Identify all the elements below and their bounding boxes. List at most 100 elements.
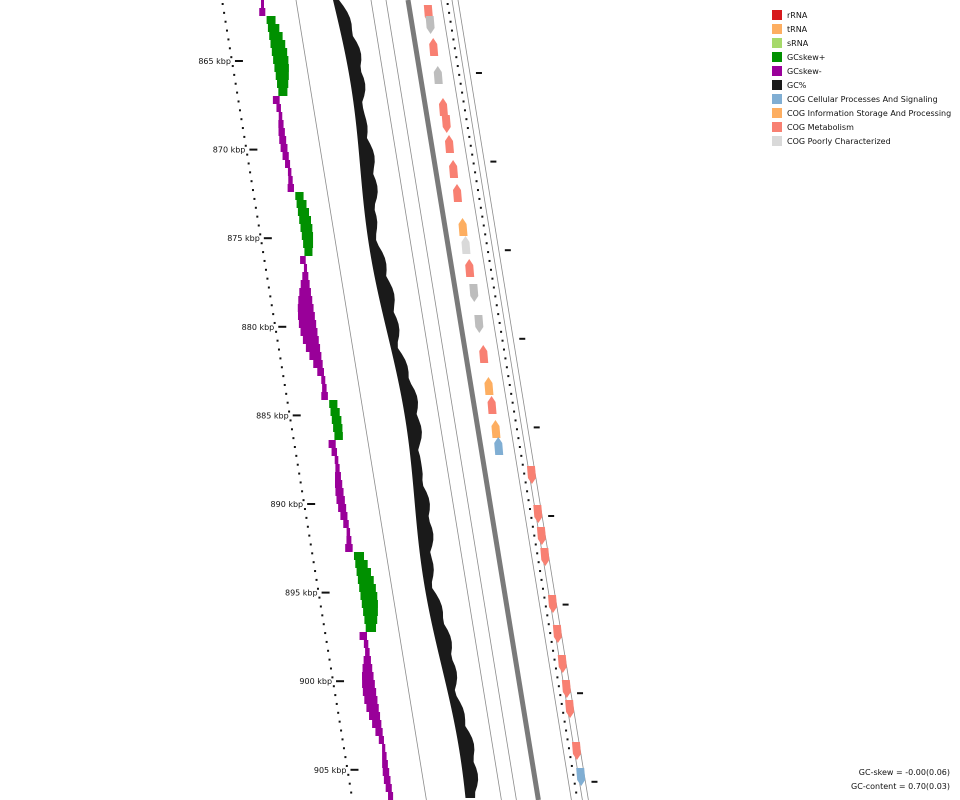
ruler-dot [507,375,510,378]
ruler-dot [543,596,546,599]
gc-skew-positive-bar [353,552,365,560]
legend-swatch [772,24,782,34]
gc-skew-negative-bar [362,680,375,688]
gc-skew-positive-bar [331,416,342,424]
guide-line [370,0,502,800]
ruler-dot [340,729,343,732]
ruler-dot [289,419,292,422]
ruler-dot [553,658,556,661]
gc-skew-negative-bar [321,392,328,400]
gc-skew-negative-bar [335,488,344,496]
gc-skew-negative-bar [338,504,347,512]
ruler-dot [275,330,278,333]
ruler-dot [533,534,536,537]
gc-skew-positive-bar [269,32,283,40]
ruler-dot [504,357,507,360]
gc-skew-negative-bar [364,696,378,704]
gc-skew-negative-bar [362,688,377,696]
ruler-dot [494,295,497,298]
gc-skew-negative-bar [375,728,383,736]
ruler-dot [527,499,530,502]
gene-arrow [571,742,581,760]
gc-skew-negative-bar [297,304,314,312]
ruler-dot [305,516,308,519]
ruler-dot [288,410,291,413]
ruler-dot [318,596,321,599]
ruler-dot [487,251,490,254]
ruler-dot [247,162,250,165]
ruler-dot [319,605,322,608]
ruler-dot [221,3,224,5]
legend-label: GCskew- [787,66,822,76]
gc-skew-positive-bar [304,248,313,256]
ruler-dot [459,82,462,85]
ruler-dot [325,640,328,643]
ruler-dot [279,357,282,360]
ruler-dot [513,410,516,413]
ruler-dot [544,605,547,608]
ruler-dot [228,47,231,50]
ruler-dot [547,623,550,626]
legend-label: sRNA [787,38,809,48]
gc-skew-negative-bar [336,496,345,504]
gc-skew-positive-bar [333,424,343,432]
ruler-dot [308,534,311,537]
ruler-label: 870 kbp [213,146,246,155]
guide-line [295,0,427,800]
legend-swatch [772,10,782,20]
gc-skew-positive-bar [364,616,378,624]
legend: rRNA tRNA sRNA GCskew+ GCskew- GC% COG Cellula… [772,8,951,148]
legend-label: rRNA [787,10,808,20]
ruler-dot [517,437,520,440]
ruler-dot [269,295,272,298]
ruler-dot [244,144,247,147]
gc-skew-positive-bar [299,216,312,224]
ruler-dot [479,206,482,209]
ruler-dot [501,339,504,342]
ruler-dot [290,428,293,431]
ruler-dot [295,454,298,457]
gc-skew-positive-bar [329,400,338,408]
gc-skew-positive-bar [274,64,289,72]
gc-skew-negative-bar [378,736,384,744]
ruler-dot [264,268,267,271]
ruler-dot [526,490,529,493]
ruler-label: 895 kbp [285,589,318,598]
gc-skew-positive-bar [295,192,304,200]
ruler-dot [286,401,289,404]
ruler-dot [520,454,523,457]
gene-arrow [474,315,484,333]
ruler-dot [569,756,572,759]
gc-skew-positive-bar [365,624,377,632]
ruler-dot [456,65,459,68]
legend-swatch [772,94,782,104]
gc-skew-negative-bar [346,536,352,544]
ruler-dot [537,561,540,564]
ruler-dot [246,153,249,156]
ruler-dot [227,38,230,41]
legend-item: COG Metabolism [772,120,951,134]
ruler-dot [302,499,305,502]
gc-content-stat: GC-content = 0.70(0.03) [851,782,950,791]
ruler-dot [510,392,513,395]
legend-item: GCskew+ [772,50,951,64]
gc-skew-negative-bar [313,360,323,368]
ruler-dot [301,490,304,493]
ruler-dot [335,702,338,705]
gc-skew-negative-bar [299,288,311,296]
gene-arrow [561,680,571,698]
gc-skew-negative-bar [300,328,318,336]
ruler-dot [316,587,319,590]
gc-skew-negative-bar [298,320,317,328]
ruler-dot [243,135,246,138]
ruler-dot [492,286,495,289]
guide-line [440,0,572,800]
ruler-dot [446,3,449,5]
ruler-dot [563,720,566,723]
gc-skew-negative-bar [279,136,287,144]
ruler-dot [531,525,534,528]
ruler-dot [570,764,573,767]
gene-arrow [461,236,471,254]
gc-skew-positive-bar [266,16,276,24]
gene-arrow [479,345,489,363]
